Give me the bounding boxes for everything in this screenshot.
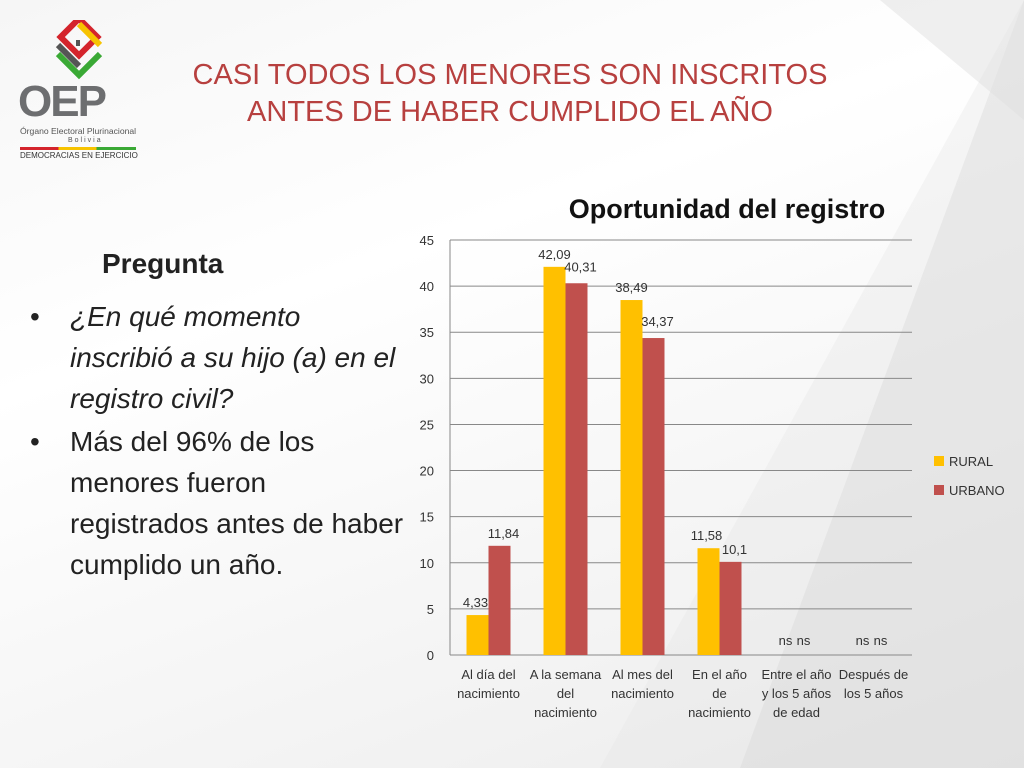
y-tick-label: 5 [427,602,434,617]
bullet-list: • ¿En qué momento inscribió a su hijo (a… [30,296,410,587]
x-tick-label: Al mes del [612,667,673,682]
logo-emblem-icon [55,20,103,80]
x-tick-label: del [557,686,574,701]
y-tick-label: 25 [420,417,434,432]
bar-urbano [488,545,511,655]
bar-chart: Oportunidad del registro 0 5 10 15 20 25 30 35 40… [420,194,1005,720]
data-label: 38,49 [615,280,648,295]
question-heading: Pregunta [102,248,224,279]
y-tick-label: 20 [420,464,434,479]
bar-rural [697,548,720,655]
data-label: 4,33 [463,595,488,610]
x-tick-label: y los 5 años [762,686,832,701]
logo-country: Bolivia [68,137,103,144]
bar-rural [543,266,566,655]
legend-swatch [934,485,944,495]
x-tick-label: de edad [773,705,820,720]
logo-color-bar [20,147,136,150]
data-label: ns [856,633,870,648]
x-tick-label: Al día del [461,667,515,682]
data-label: 42,09 [538,247,571,262]
bar-rural [466,615,489,655]
data-label: ns [779,633,793,648]
bullet-icon: • [30,426,40,457]
slide-title-line1: CASI TODOS LOS MENORES SON INSCRITOS [192,59,828,91]
legend-label: URBANO [949,483,1005,498]
x-tick-label: nacimiento [611,686,674,701]
slide-title-line2: ANTES DE HABER CUMPLIDO EL AÑO [247,96,773,128]
data-label: ns [797,633,811,648]
x-tick-label: los 5 años [844,686,904,701]
data-label: 10,1 [722,542,747,557]
x-tick-label: Después de [839,667,908,682]
data-label: 11,84 [488,526,520,541]
y-tick-label: 45 [420,233,434,248]
y-tick-label: 30 [420,371,434,386]
x-tick-label: nacimiento [688,705,751,720]
y-tick-label: 35 [420,325,434,340]
question-text: ¿En qué momento inscribió a su hijo (a) … [70,301,396,414]
bar-urbano [642,338,665,655]
logo-name: Órgano Electoral Plurinacional [20,126,137,136]
x-tick-label: de [712,686,726,701]
data-label: 34,37 [641,314,674,329]
y-tick-label: 40 [420,279,434,294]
x-tick-label: nacimiento [534,705,597,720]
bar-urbano [719,561,742,655]
x-tick-label: Entre el año [761,667,831,682]
oep-logo: OEP Órgano Electoral Plurinacional Boliv… [18,20,140,160]
x-tick-label: A la semana [530,667,602,682]
logo-tagline: DEMOCRACIAS EN EJERCICIO [20,151,138,160]
logo-acronym: OEP [18,77,107,126]
legend-swatch [934,456,944,466]
summary-text: Más del 96% de los menores fueron regist… [70,426,404,580]
x-tick-label: En el año [692,667,747,682]
bar-urbano [565,283,588,655]
chart-title: Oportunidad del registro [569,194,886,224]
data-label: ns [874,633,888,648]
bar-rural [620,300,643,655]
legend-label: RURAL [949,454,993,469]
bullet-icon: • [30,301,40,332]
y-tick-label: 0 [427,648,434,663]
data-label: 11,58 [691,528,723,543]
list-item: • ¿En qué momento inscribió a su hijo (a… [30,296,410,419]
data-label: 40,31 [564,259,597,274]
x-tick-label: nacimiento [457,686,520,701]
y-tick-label: 15 [420,510,434,525]
y-tick-label: 10 [420,556,434,571]
list-item: • Más del 96% de los menores fueron regi… [30,421,410,585]
slide-title: CASI TODOS LOS MENORES SON INSCRITOS ANT… [160,57,860,131]
